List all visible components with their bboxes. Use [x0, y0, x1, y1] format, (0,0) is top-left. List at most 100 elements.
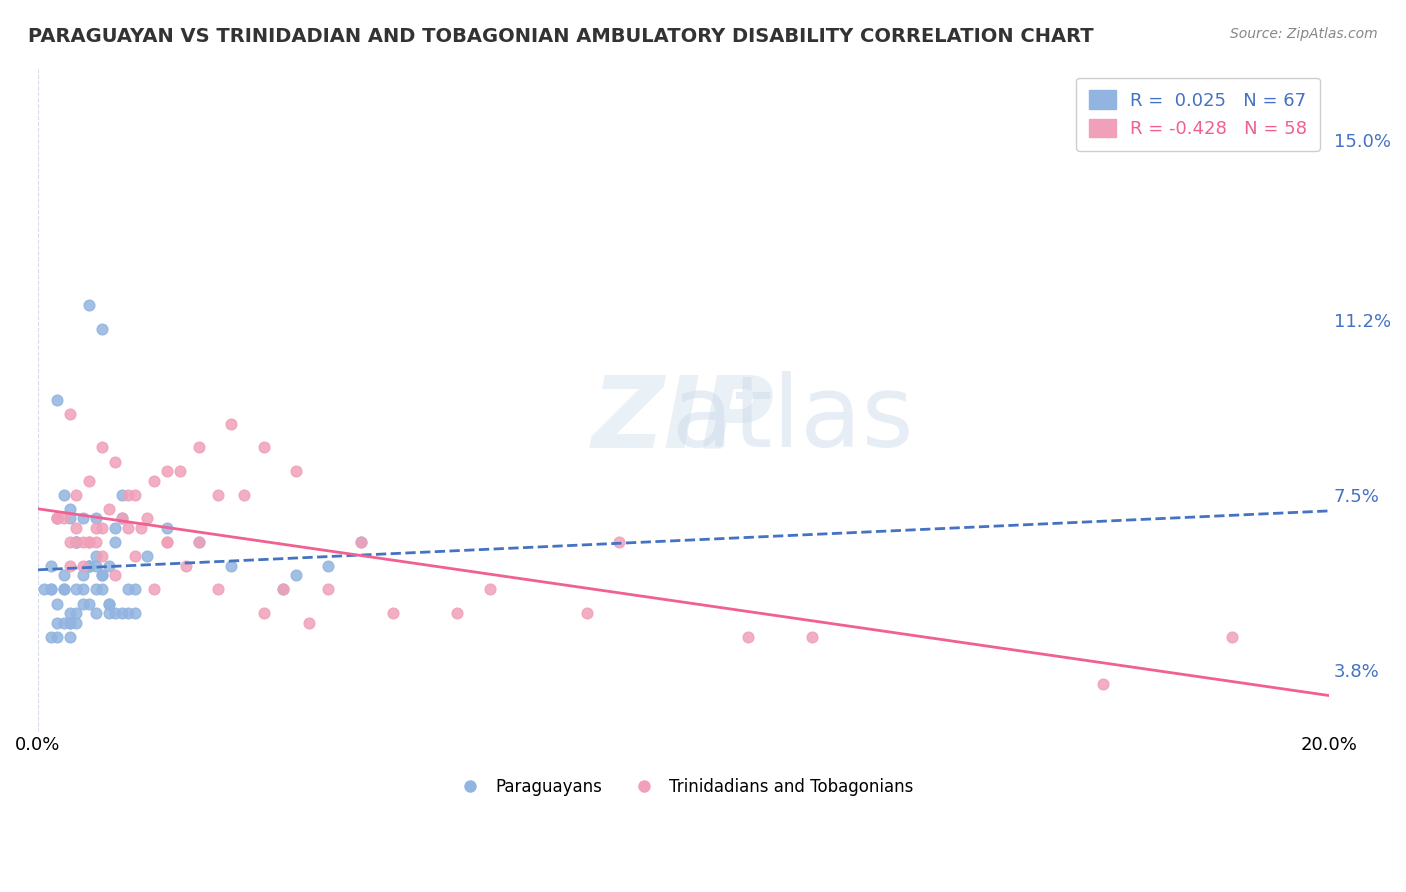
Point — [59, 630, 82, 644]
Point — [72, 511, 94, 525]
Point — [316, 558, 339, 573]
Point — [446, 606, 468, 620]
Point — [117, 606, 139, 620]
Point — [72, 582, 94, 597]
Point — [79, 558, 101, 573]
Point — [39, 582, 62, 597]
Point — [46, 511, 69, 525]
Point — [271, 582, 294, 597]
Point — [32, 582, 55, 597]
Point — [65, 615, 87, 630]
Point — [607, 535, 630, 549]
Point — [188, 535, 211, 549]
Point — [104, 454, 127, 468]
Point — [72, 568, 94, 582]
Point — [46, 630, 69, 644]
Point — [59, 535, 82, 549]
Point — [575, 606, 598, 620]
Point — [79, 558, 101, 573]
Text: atlas: atlas — [672, 371, 914, 468]
Point — [156, 535, 179, 549]
Point — [72, 535, 94, 549]
Point — [207, 582, 229, 597]
Point — [79, 535, 101, 549]
Point — [124, 606, 146, 620]
Point — [253, 606, 276, 620]
Text: Source: ZipAtlas.com: Source: ZipAtlas.com — [1230, 27, 1378, 41]
Point — [59, 558, 82, 573]
Point — [316, 582, 339, 597]
Point — [91, 582, 114, 597]
Point — [117, 488, 139, 502]
Point — [84, 582, 107, 597]
Point — [65, 582, 87, 597]
Point — [117, 582, 139, 597]
Point — [284, 568, 307, 582]
Point — [737, 630, 759, 644]
Point — [97, 597, 120, 611]
Point — [97, 597, 120, 611]
Point — [91, 322, 114, 336]
Point — [72, 558, 94, 573]
Point — [801, 630, 824, 644]
Point — [79, 474, 101, 488]
Point — [188, 535, 211, 549]
Point — [91, 521, 114, 535]
Point — [84, 521, 107, 535]
Point — [84, 535, 107, 549]
Point — [39, 630, 62, 644]
Point — [284, 464, 307, 478]
Point — [104, 568, 127, 582]
Point — [84, 558, 107, 573]
Point — [91, 441, 114, 455]
Point — [72, 597, 94, 611]
Point — [59, 511, 82, 525]
Point — [65, 521, 87, 535]
Point — [156, 521, 179, 535]
Point — [79, 558, 101, 573]
Point — [271, 582, 294, 597]
Point — [104, 521, 127, 535]
Point — [52, 582, 75, 597]
Point — [174, 558, 197, 573]
Point — [91, 568, 114, 582]
Point — [59, 615, 82, 630]
Point — [111, 606, 134, 620]
Point — [52, 568, 75, 582]
Point — [65, 488, 87, 502]
Point — [104, 606, 127, 620]
Point — [381, 606, 404, 620]
Point — [52, 615, 75, 630]
Point — [52, 488, 75, 502]
Point — [156, 535, 179, 549]
Point — [46, 511, 69, 525]
Point — [349, 535, 371, 549]
Point — [39, 582, 62, 597]
Point — [169, 464, 191, 478]
Point — [207, 488, 229, 502]
Text: ZIP: ZIP — [592, 371, 775, 468]
Point — [124, 549, 146, 564]
Point — [84, 606, 107, 620]
Point — [142, 582, 165, 597]
Point — [46, 615, 69, 630]
Point — [298, 615, 321, 630]
Legend: Paraguayans, Trinidadians and Tobagonians: Paraguayans, Trinidadians and Tobagonian… — [447, 772, 920, 803]
Point — [79, 298, 101, 312]
Point — [46, 597, 69, 611]
Point — [97, 558, 120, 573]
Point — [124, 582, 146, 597]
Point — [97, 502, 120, 516]
Point — [253, 441, 276, 455]
Point — [65, 535, 87, 549]
Point — [117, 521, 139, 535]
Point — [221, 558, 243, 573]
Point — [136, 511, 159, 525]
Point — [97, 606, 120, 620]
Point — [84, 511, 107, 525]
Point — [52, 582, 75, 597]
Point — [39, 558, 62, 573]
Point — [46, 511, 69, 525]
Point — [65, 535, 87, 549]
Point — [221, 417, 243, 431]
